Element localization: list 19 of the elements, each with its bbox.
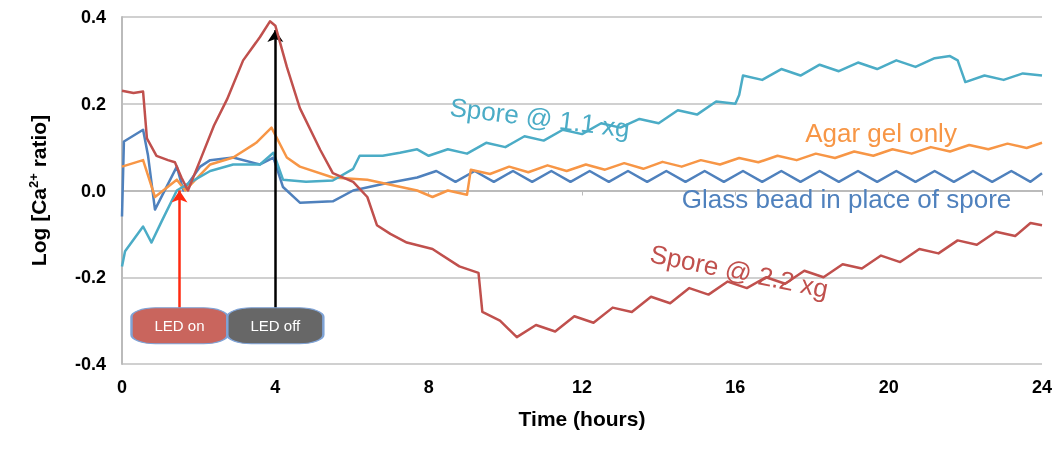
x-tick-label: 4 [270,377,281,397]
y-tick-label: 0.2 [80,93,106,114]
x-tick-label: 12 [571,377,593,397]
line-series [120,20,1044,339]
y-axis-title: Log [Ca2+ ratio] [26,114,50,267]
x-tick-label: 16 [725,377,746,397]
y-tick-label: 0.0 [80,180,106,201]
x-axis-title: Time (hours) [518,407,646,430]
x-tick-label: 0 [116,377,128,397]
x-tick-label: 20 [878,377,899,397]
y-tick-label: -0.4 [74,354,106,374]
series-label: Agar gel only [805,117,957,148]
x-tick-label: 24 [1031,377,1053,397]
y-tick-label: -0.2 [74,267,106,288]
series-label: Glass bead in place of spore [681,184,1012,215]
x-tick-label: 8 [423,377,434,397]
annotation: LED on [154,317,205,335]
annotation: LED off [250,317,302,335]
y-tick-label: 0.4 [80,7,106,27]
